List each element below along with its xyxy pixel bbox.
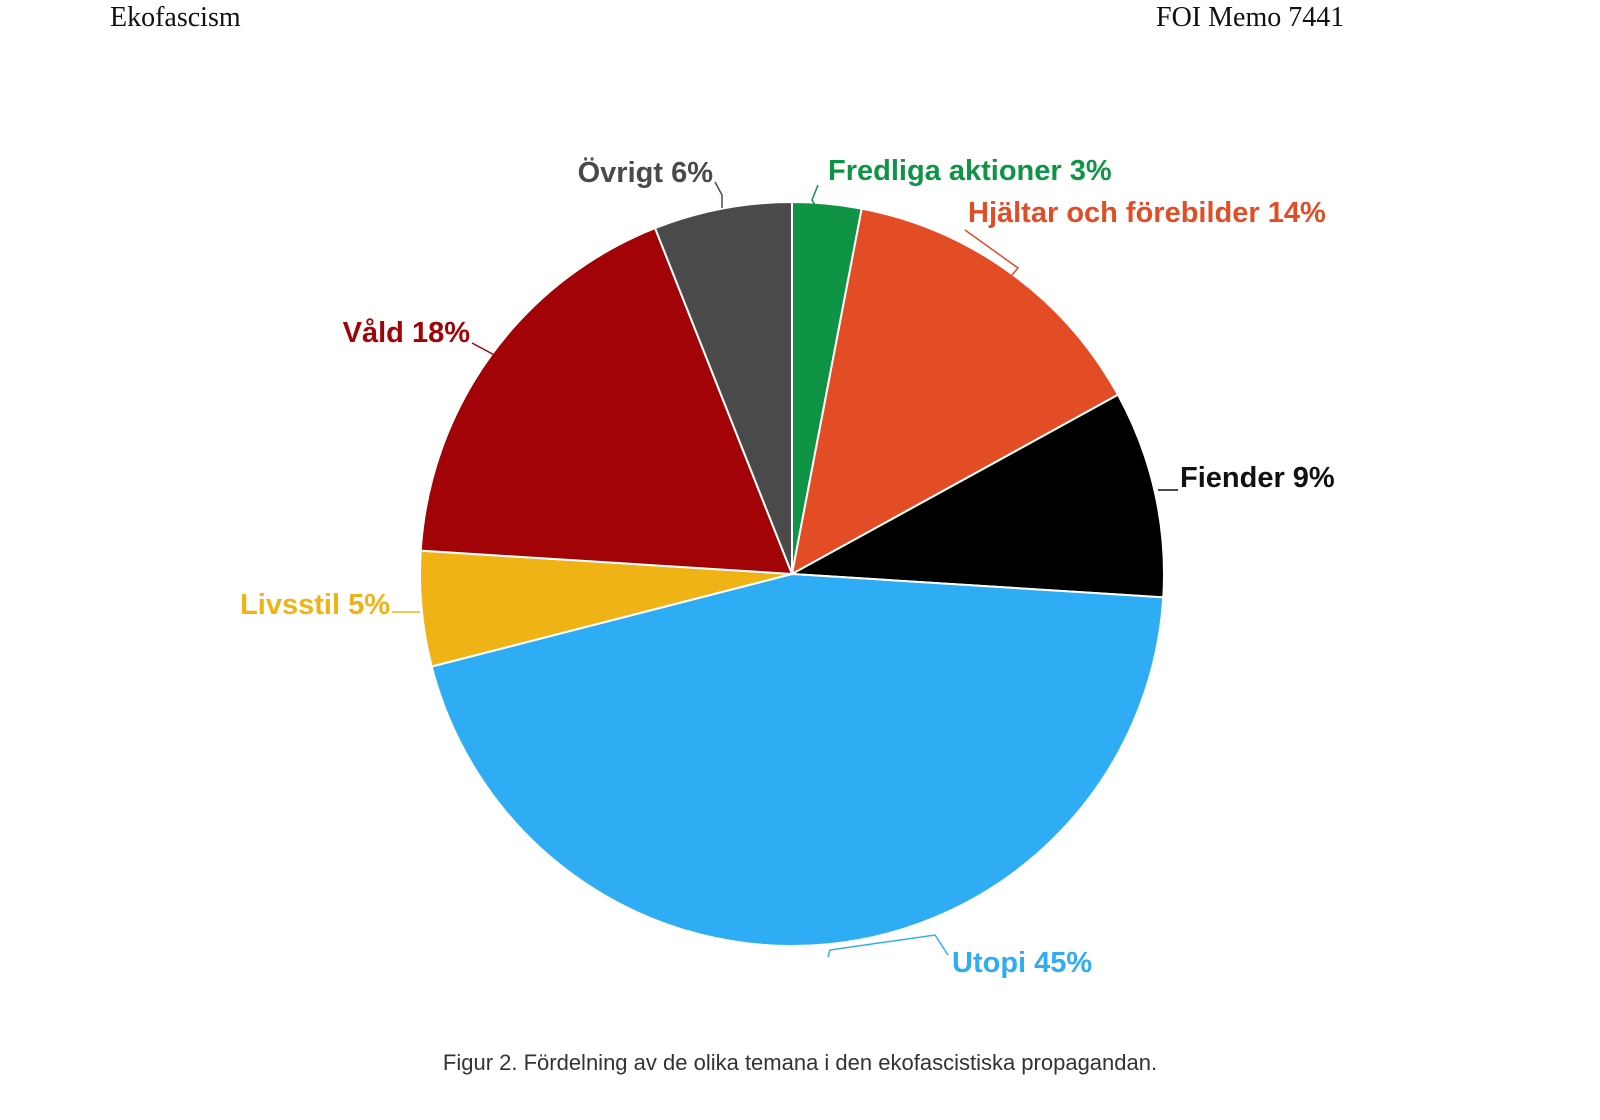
leader-line-0 bbox=[811, 184, 819, 206]
slice-label-3: Utopi 45% bbox=[952, 947, 1092, 979]
slice-label-0: Fredliga aktioner 3% bbox=[828, 155, 1112, 187]
figure-caption: Figur 2. Fördelning av de olika temana i… bbox=[442, 1050, 1158, 1075]
pie-slice-3 bbox=[430, 572, 1165, 947]
slice-label-6: Övrigt 6% bbox=[578, 156, 714, 189]
leader-line-3 bbox=[827, 934, 949, 958]
header-left: Ekofascism bbox=[110, 2, 241, 33]
pie-slice-6 bbox=[653, 200, 793, 575]
leader-line-5 bbox=[471, 342, 501, 359]
pie-slice-5 bbox=[419, 226, 794, 576]
leader-line-1 bbox=[964, 229, 1020, 276]
leader-line-6 bbox=[714, 181, 723, 208]
pie-slice-2 bbox=[788, 393, 1165, 599]
slice-label-5: Våld 18% bbox=[343, 317, 471, 349]
slice-label-2: Fiender 9% bbox=[1180, 462, 1335, 494]
pie-chart: Fredliga aktioner 3% Hjältar och förebild… bbox=[240, 155, 1335, 979]
slice-label-1: Hjältar och förebilder 14% bbox=[968, 197, 1326, 229]
slice-label-4: Livsstil 5% bbox=[240, 589, 390, 621]
pie-slice-1 bbox=[790, 207, 1120, 576]
header-right: FOI Memo 7441 bbox=[1156, 2, 1345, 33]
